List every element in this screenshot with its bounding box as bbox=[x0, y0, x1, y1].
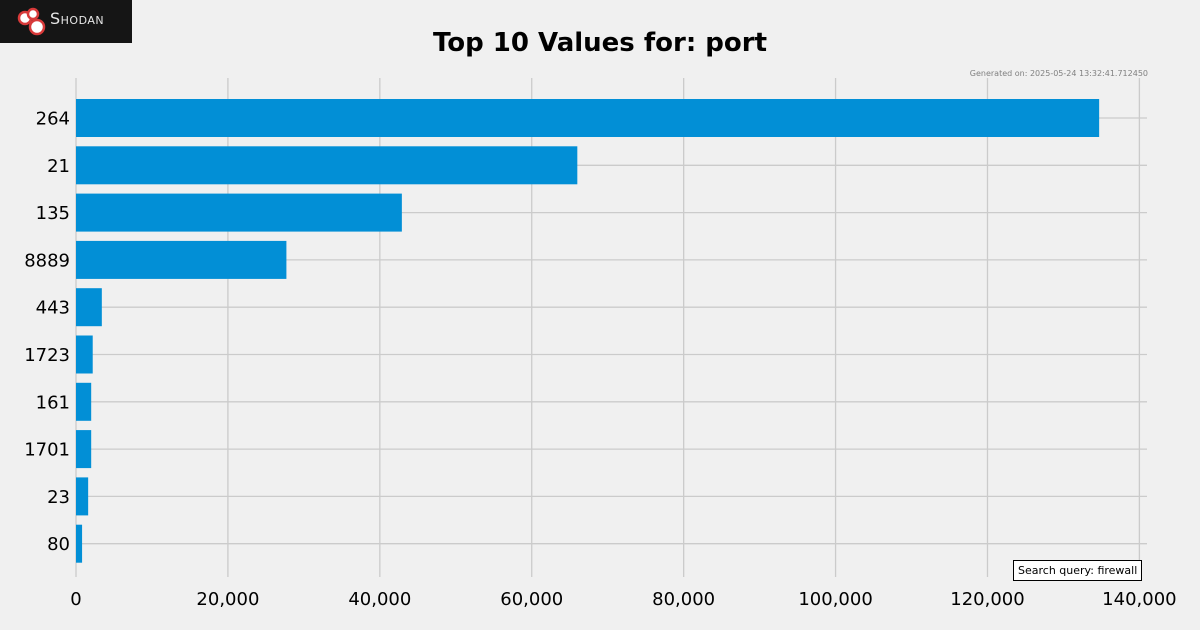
y-tick-label: 264 bbox=[36, 109, 70, 130]
bar-port-1701 bbox=[76, 430, 92, 469]
y-tick-label: 443 bbox=[36, 298, 70, 319]
y-tick-label: 8889 bbox=[24, 250, 70, 271]
shodan-logo-text: Shodan bbox=[50, 9, 105, 28]
y-tick-label: 135 bbox=[36, 203, 70, 224]
x-tick-label: 100,000 bbox=[798, 589, 872, 610]
x-tick-label: 140,000 bbox=[1102, 589, 1176, 610]
generated-timestamp: Generated on: 2025-05-24 13:32:41.712450 bbox=[969, 69, 1148, 78]
x-tick-label: 120,000 bbox=[950, 589, 1024, 610]
y-axis-tick-labels: 264 21 135 8889 443 1723 161 1701 23 80 bbox=[24, 109, 70, 556]
y-tick-label: 1701 bbox=[24, 440, 70, 461]
bars-layer bbox=[76, 99, 1100, 563]
bar-port-8889 bbox=[76, 240, 287, 279]
y-tick-label: 23 bbox=[47, 487, 70, 508]
bar-port-264 bbox=[76, 99, 1100, 137]
y-tick-label: 21 bbox=[47, 156, 70, 177]
y-tick-label: 1723 bbox=[24, 345, 70, 366]
bar-port-80 bbox=[76, 524, 83, 563]
bar-port-1723 bbox=[76, 335, 93, 374]
x-axis-tick-labels: 0 20,000 40,000 60,000 80,000 100,000 120,000 1… bbox=[70, 589, 1176, 610]
x-tick-label: 60,000 bbox=[500, 589, 563, 610]
x-tick-label: 0 bbox=[70, 589, 81, 610]
bar-port-443 bbox=[76, 288, 102, 327]
x-tick-label: 20,000 bbox=[196, 589, 259, 610]
search-query-label: Search query: firewall bbox=[1013, 560, 1143, 581]
x-tick-label: 80,000 bbox=[652, 589, 715, 610]
shodan-logo-icon bbox=[17, 7, 46, 36]
shodan-logo[interactable]: Shodan bbox=[0, 0, 132, 43]
bar-port-23 bbox=[76, 477, 89, 516]
x-tick-label: 40,000 bbox=[348, 589, 411, 610]
bar-port-135 bbox=[76, 193, 402, 232]
chart-title: Top 10 Values for: port bbox=[432, 28, 768, 58]
y-tick-label: 161 bbox=[36, 392, 70, 413]
bar-port-161 bbox=[76, 382, 92, 421]
bar-port-21 bbox=[76, 146, 578, 185]
y-tick-label: 80 bbox=[47, 534, 70, 555]
